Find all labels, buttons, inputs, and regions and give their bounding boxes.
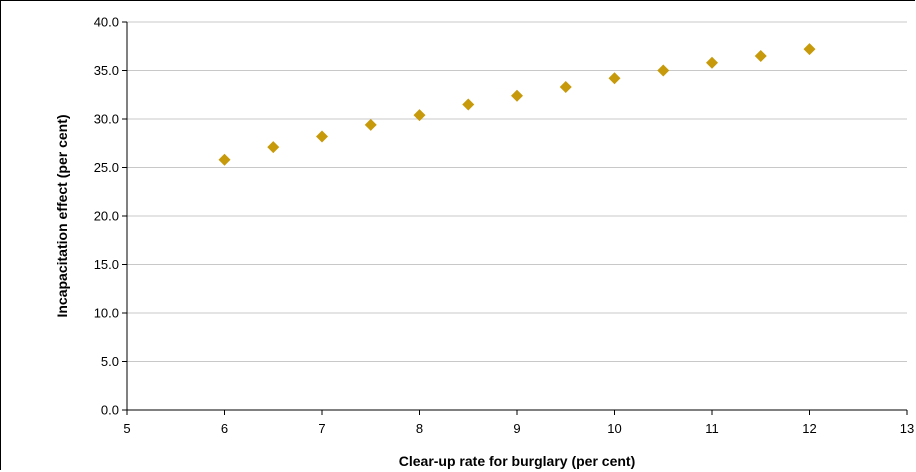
- y-tick-label: 40.0: [94, 15, 119, 30]
- axes: [122, 21, 908, 415]
- y-tick-label: 30.0: [94, 112, 119, 127]
- data-point: [754, 49, 767, 62]
- x-tick-label: 11: [705, 421, 719, 436]
- data-point: [364, 118, 377, 131]
- y-tick-label: 20.0: [94, 209, 119, 224]
- x-tick-label: 9: [513, 421, 520, 436]
- data-point: [218, 153, 231, 166]
- x-tick-label: 5: [123, 421, 130, 436]
- data-point: [803, 43, 816, 56]
- x-tick-label: 6: [221, 421, 228, 436]
- y-tick-label: 25.0: [94, 160, 119, 175]
- y-tick-labels: 0.0 5.0 10.0 15.0 20.0 25.0 30.0 35.0 40.0: [94, 15, 119, 418]
- y-tick-label: 5.0: [101, 354, 119, 369]
- x-tick-label: 10: [607, 421, 621, 436]
- x-tick-label: 7: [318, 421, 325, 436]
- x-axis-title: Clear-up rate for burglary (per cent): [399, 453, 636, 469]
- x-tick-label: 13: [900, 421, 914, 436]
- x-tick-label: 8: [416, 421, 423, 436]
- data-point: [608, 72, 621, 85]
- data-point: [657, 64, 670, 77]
- y-tick-label: 35.0: [94, 63, 119, 78]
- x-tick-labels: 5 6 7 8 9 10 11 12 13: [123, 421, 914, 436]
- gridlines: [127, 21, 907, 362]
- y-tick-label: 10.0: [94, 306, 119, 321]
- data-point: [267, 141, 280, 154]
- y-tick-label: 15.0: [94, 257, 119, 272]
- data-point: [511, 89, 523, 102]
- data-point: [559, 80, 572, 93]
- data-point: [462, 98, 475, 111]
- y-tick-label: 0.0: [101, 403, 119, 418]
- x-tick-label: 12: [802, 421, 816, 436]
- data-point: [706, 56, 718, 69]
- data-point: [413, 109, 426, 122]
- data-points: [218, 43, 816, 166]
- data-point: [316, 130, 328, 143]
- y-axis-title: Incapacitation effect (per cent): [54, 114, 70, 317]
